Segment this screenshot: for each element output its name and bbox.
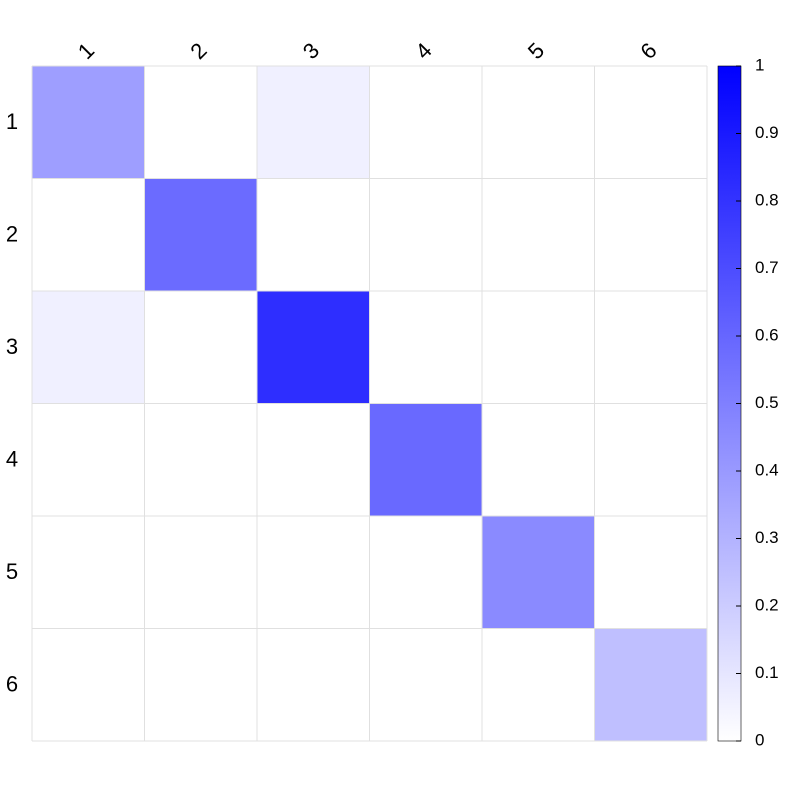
heatmap-cell-r6-c2 xyxy=(144,628,257,741)
heatmap-cell-r5-c1 xyxy=(32,516,145,629)
colorbar-ticks: 0 0.1 0.2 0.3 0.4 0.5 0.6 0.7 0.8 0.9 1 xyxy=(736,55,779,749)
column-label: 3 xyxy=(298,38,324,64)
colorbar-tick-label: 0.6 xyxy=(755,325,779,344)
row-label: 3 xyxy=(6,334,18,359)
heatmap-cell-r4-c6 xyxy=(594,403,707,516)
colorbar-tick-label: 0 xyxy=(755,730,764,749)
heatmap-cell-r4-c1 xyxy=(32,403,145,516)
colorbar-tick-label: 0.5 xyxy=(755,393,779,412)
heatmap-cell-r3-c6 xyxy=(594,291,707,404)
heatmap-cell-r6-c1 xyxy=(32,628,145,741)
heatmap-cell-r5-c3 xyxy=(257,516,370,629)
heatmap-cell-r6-c6 xyxy=(594,628,707,741)
heatmap-cell-r4-c2 xyxy=(144,403,257,516)
heatmap-cell-r2-c1 xyxy=(32,178,145,291)
heatmap-cell-r5-c5 xyxy=(482,516,595,629)
heatmap-cells xyxy=(32,66,707,741)
heatmap-cell-r5-c4 xyxy=(369,516,482,629)
column-label: 4 xyxy=(410,38,436,64)
heatmap-cell-r3-c4 xyxy=(369,291,482,404)
heatmap-cell-r4-c3 xyxy=(257,403,370,516)
heatmap-cell-r3-c1 xyxy=(32,291,145,404)
colorbar-tick-label: 0.7 xyxy=(755,258,779,277)
heatmap-cell-r5-c2 xyxy=(144,516,257,629)
heatmap-cell-r1-c3 xyxy=(257,66,370,179)
row-label: 5 xyxy=(6,559,18,584)
heatmap-cell-r2-c4 xyxy=(369,178,482,291)
heatmap-cell-r3-c5 xyxy=(482,291,595,404)
heatmap-cell-r2-c6 xyxy=(594,178,707,291)
column-label: 5 xyxy=(523,38,549,64)
heatmap-cell-r2-c3 xyxy=(257,178,370,291)
heatmap-cell-r6-c4 xyxy=(369,628,482,741)
heatmap-cell-r2-c5 xyxy=(482,178,595,291)
column-label: 2 xyxy=(185,38,211,64)
row-labels: 1 2 3 4 5 6 xyxy=(6,109,18,697)
heatmap-cell-r1-c6 xyxy=(594,66,707,179)
heatmap-cell-r1-c2 xyxy=(144,66,257,179)
column-label: 1 xyxy=(73,38,99,64)
column-labels: 1 2 3 4 5 6 xyxy=(73,38,662,64)
row-label: 6 xyxy=(6,672,18,697)
heatmap-cell-r3-c2 xyxy=(144,291,257,404)
row-label: 1 xyxy=(6,109,18,134)
heatmap-cell-r5-c6 xyxy=(594,516,707,629)
colorbar: 0 0.1 0.2 0.3 0.4 0.5 0.6 0.7 0.8 0.9 1 xyxy=(717,55,779,749)
heatmap-cell-r1-c4 xyxy=(369,66,482,179)
colorbar-tick-label: 0.8 xyxy=(755,190,779,209)
colorbar-tick-label: 0.3 xyxy=(755,528,779,547)
heatmap-cell-r1-c5 xyxy=(482,66,595,179)
heatmap-cell-r6-c5 xyxy=(482,628,595,741)
row-label: 2 xyxy=(6,222,18,247)
colorbar-tick-label: 1 xyxy=(755,55,764,74)
column-label: 6 xyxy=(635,38,661,64)
heatmap-cell-r4-c4 xyxy=(369,403,482,516)
colorbar-tick-label: 0.2 xyxy=(755,595,779,614)
colorbar-tick-label: 0.9 xyxy=(755,123,779,142)
colorbar-tick-label: 0.4 xyxy=(755,460,779,479)
heatmap-cell-r4-c5 xyxy=(482,403,595,516)
heatmap-cell-r3-c3 xyxy=(257,291,370,404)
row-label: 4 xyxy=(6,447,18,472)
heatmap-cell-r1-c1 xyxy=(32,66,145,179)
heatmap-grid xyxy=(31,65,708,742)
colorbar-tick-label: 0.1 xyxy=(755,663,779,682)
heatmap-cell-r6-c3 xyxy=(257,628,370,741)
heatmap-cell-r2-c2 xyxy=(144,178,257,291)
